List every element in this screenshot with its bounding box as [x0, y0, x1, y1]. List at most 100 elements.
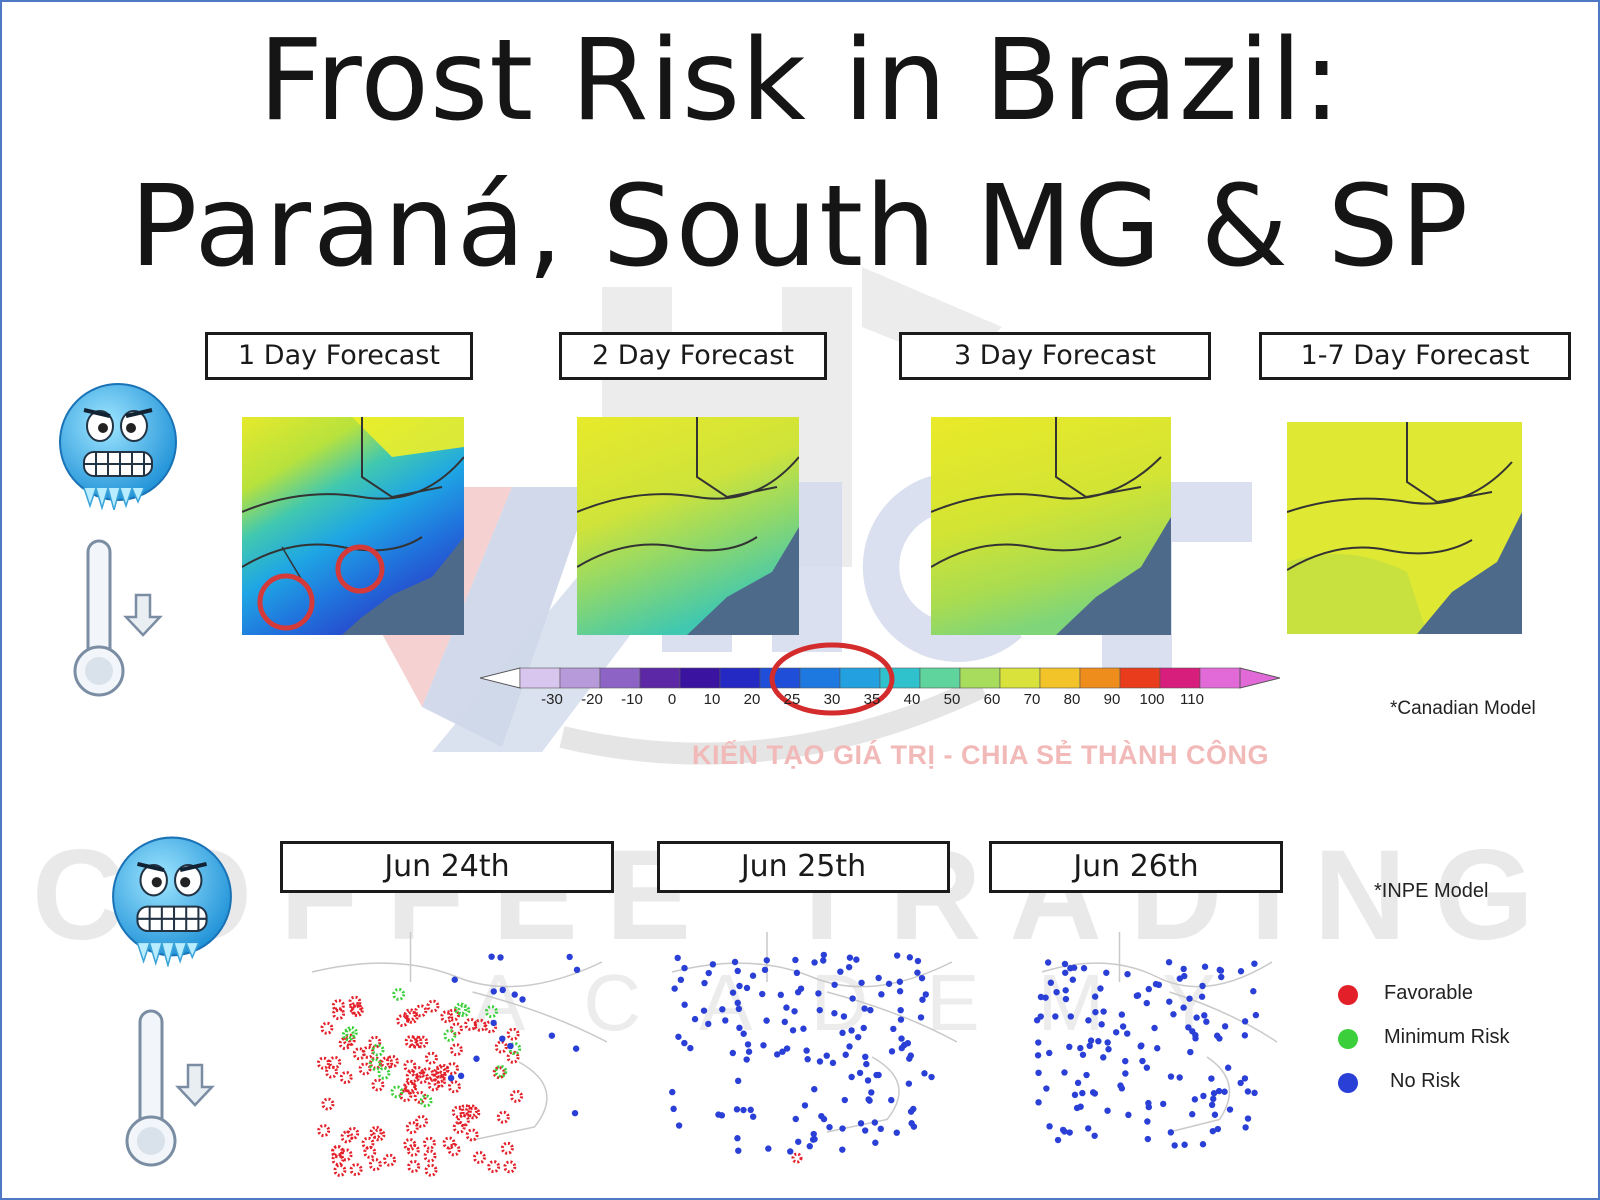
station-dot: [1199, 1141, 1207, 1148]
station-dot: [1242, 1124, 1249, 1131]
station-dot: [494, 1040, 508, 1054]
station-dot: [449, 1043, 463, 1057]
station-dot: [1097, 985, 1104, 992]
station-dot: [783, 1004, 790, 1011]
station-dot: [811, 959, 818, 966]
colorbar-swatch: [919, 667, 961, 689]
station-dot: [1062, 995, 1070, 1003]
colorbar-tick-label: -20: [581, 691, 603, 708]
station-dot: [1186, 995, 1193, 1002]
station-dot: [867, 1006, 874, 1014]
station-dot: [866, 1097, 873, 1104]
station-dot: [842, 1051, 849, 1058]
frost-risk-map-jun-24: [311, 932, 608, 1177]
station-dot: [519, 996, 526, 1003]
station-dot: [1144, 1135, 1152, 1143]
station-dot: [407, 1159, 421, 1173]
station-dot: [1125, 1111, 1132, 1119]
forecast-map-3-day: [931, 417, 1171, 635]
station-dot: [854, 1033, 862, 1041]
colorbar-tick-label: 25: [783, 691, 801, 708]
station-dot: [674, 954, 681, 962]
station-dot: [787, 1148, 794, 1155]
station-dot: [792, 956, 799, 964]
station-dot: [857, 1120, 865, 1127]
station-dot: [1215, 1087, 1223, 1095]
station-dot: [826, 1123, 833, 1131]
colorbar-tick-label: 30: [823, 691, 841, 708]
colorbar-swatch: [599, 667, 641, 689]
station-dot: [510, 1089, 524, 1103]
station-dot: [1166, 998, 1173, 1005]
station-dot: [779, 1048, 786, 1055]
station-dot: [734, 1077, 742, 1085]
station-dot: [571, 1109, 579, 1117]
station-dot: [765, 1145, 772, 1152]
station-dot: [917, 1014, 925, 1021]
station-dot: [1080, 965, 1088, 972]
station-dot: [1201, 963, 1209, 970]
station-dot: [1180, 1004, 1187, 1011]
station-dot: [1103, 969, 1110, 976]
station-dot: [500, 1141, 514, 1155]
station-dot: [325, 1065, 339, 1079]
station-dot: [1185, 1024, 1192, 1031]
station-dot: [1069, 976, 1077, 983]
station-dot: [566, 953, 573, 961]
station-dot: [839, 1029, 846, 1037]
station-dot: [404, 1035, 418, 1049]
station-dot: [484, 1020, 498, 1034]
station-dot: [840, 1013, 848, 1020]
station-dot: [918, 974, 926, 982]
station-dot: [905, 1080, 913, 1087]
station-dot: [403, 1079, 417, 1093]
station-dot: [496, 1110, 510, 1124]
label-1-day-forecast: 1 Day Forecast: [205, 332, 473, 380]
station-dot: [1043, 1085, 1050, 1092]
station-dot: [488, 953, 495, 960]
station-dot: [677, 976, 685, 984]
station-dot: [320, 1021, 334, 1035]
station-dot: [888, 1096, 895, 1104]
station-dot: [1180, 965, 1187, 973]
station-dot: [1089, 1089, 1097, 1096]
station-dot: [399, 1089, 413, 1103]
station-dot: [377, 1066, 391, 1080]
station-dot: [1037, 993, 1045, 1001]
station-dot: [1176, 1074, 1183, 1081]
station-dot: [849, 995, 856, 1002]
colorbar-swatch: [1039, 667, 1081, 689]
station-dot: [443, 1028, 457, 1042]
station-dot: [1191, 1096, 1199, 1103]
station-dot: [740, 1030, 747, 1037]
frozen-face-icon: [112, 836, 232, 967]
station-dot: [1213, 1032, 1221, 1039]
station-dot: [1171, 1142, 1178, 1149]
station-dot: [733, 1106, 741, 1113]
forecast-map-1-day: [242, 417, 464, 635]
station-dot: [1034, 1052, 1042, 1059]
station-dot: [719, 1006, 726, 1013]
colorbar-swatch: [959, 667, 1001, 689]
station-dot: [368, 1057, 382, 1071]
station-dot: [928, 1073, 935, 1081]
station-dot: [910, 1123, 918, 1130]
station-dot: [445, 1062, 459, 1076]
station-dot: [806, 1143, 813, 1150]
state-border: [311, 932, 608, 1141]
station-dot: [1181, 972, 1188, 980]
station-dot: [877, 1125, 884, 1133]
station-dot: [390, 1085, 404, 1099]
station-dot: [744, 1041, 752, 1048]
station-dot: [810, 1130, 817, 1138]
station-dot: [896, 978, 904, 985]
station-dot: [804, 1056, 811, 1063]
station-dot: [1047, 979, 1055, 986]
station-dot: [816, 1058, 824, 1065]
station-dot: [499, 1035, 506, 1042]
label-jun-24: Jun 24th: [280, 841, 614, 893]
station-dot: [820, 957, 827, 964]
station-dot: [861, 1127, 869, 1134]
station-dot: [763, 957, 770, 964]
colorbar-swatch: [719, 667, 761, 689]
